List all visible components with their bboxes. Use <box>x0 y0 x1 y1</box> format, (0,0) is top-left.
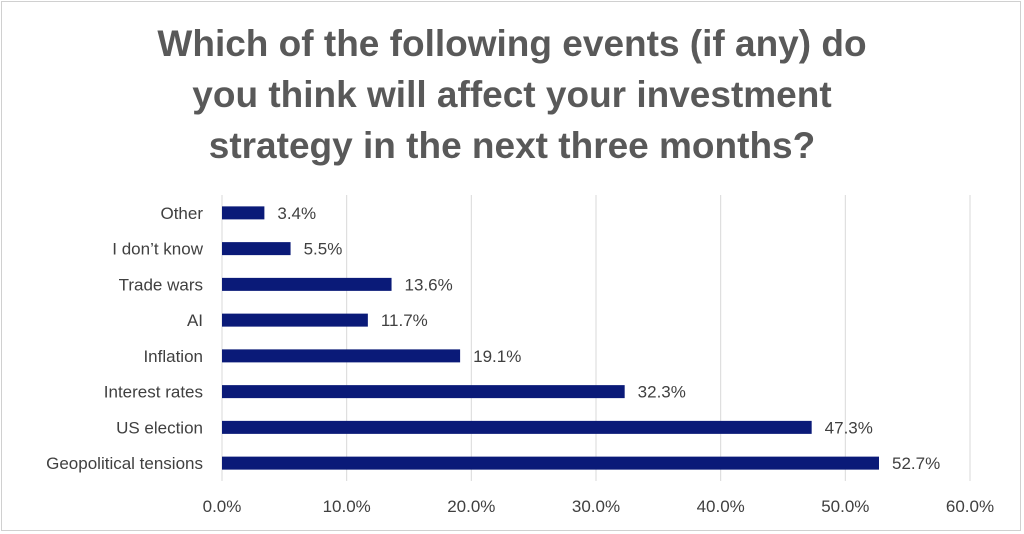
x-tick-label: 0.0% <box>203 497 242 516</box>
category-label: AI <box>187 311 203 330</box>
data-label: 5.5% <box>304 240 343 259</box>
bar <box>222 385 625 399</box>
x-tick-label: 50.0% <box>821 497 869 516</box>
data-label: 47.3% <box>825 418 873 437</box>
category-label: US election <box>116 418 203 437</box>
bar <box>222 349 461 363</box>
x-tick-label: 40.0% <box>697 497 745 516</box>
bar <box>222 206 265 220</box>
bar <box>222 456 879 470</box>
data-label: 13.6% <box>405 275 453 294</box>
x-tick-label: 30.0% <box>572 497 620 516</box>
data-label: 32.3% <box>638 383 686 402</box>
category-label: Geopolitical tensions <box>46 454 203 473</box>
data-label: 19.1% <box>473 347 521 366</box>
data-label: 3.4% <box>277 204 316 223</box>
category-label: I don’t know <box>112 240 203 259</box>
x-tick-label: 60.0% <box>946 497 994 516</box>
data-label: 11.7% <box>381 311 428 330</box>
chart-title-line-1: Which of the following events (if any) d… <box>157 23 867 64</box>
category-label: Interest rates <box>104 383 203 402</box>
chart-title: Which of the following events (if any) d… <box>0 18 1024 171</box>
category-label: Other <box>160 204 203 223</box>
chart-title-line-2: you think will affect your investment <box>192 74 832 115</box>
bar <box>222 277 392 291</box>
bar <box>222 420 812 434</box>
bar <box>222 242 291 256</box>
bar <box>222 313 368 327</box>
data-label: 52.7% <box>892 454 940 473</box>
category-label: Inflation <box>143 347 203 366</box>
category-label: Trade wars <box>119 275 203 294</box>
chart-title-line-3: strategy in the next three months? <box>208 125 816 166</box>
x-tick-label: 20.0% <box>447 497 495 516</box>
x-tick-label: 10.0% <box>323 497 371 516</box>
